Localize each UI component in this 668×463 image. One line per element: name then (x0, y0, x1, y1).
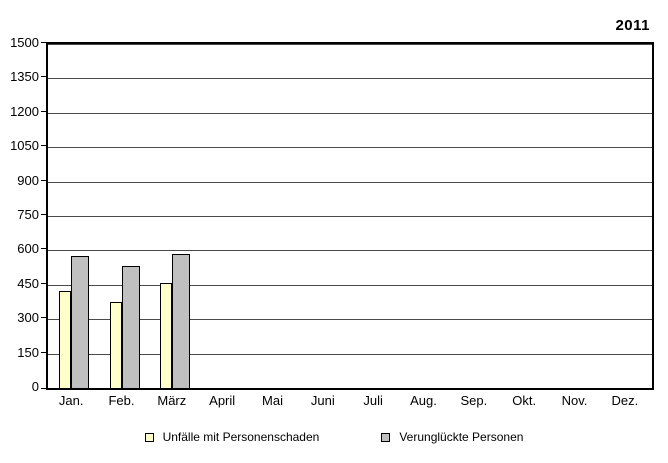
x-axis-label-aug: Aug. (410, 393, 437, 408)
gridline-750 (48, 216, 652, 217)
y-axis-tick (41, 317, 46, 319)
y-axis-tick (41, 145, 46, 147)
y-axis-label: 450 (17, 275, 39, 291)
y-axis-label: 1050 (10, 138, 39, 154)
x-axis-label-feb: Feb. (108, 393, 135, 408)
bar-verungl-ckte-personen-m-rz (171, 253, 190, 388)
y-axis-tick (41, 42, 46, 43)
x-axis-label-nov: Nov. (561, 393, 588, 408)
gridline-1200 (48, 112, 652, 114)
y-axis-tick (41, 351, 46, 353)
y-axis-label: 1500 (10, 35, 39, 50)
legend-item-verungl-ckte-personen: Verunglückte Personen (381, 430, 523, 444)
legend-item-unf-lle-mit-personenschaden: Unfälle mit Personenschaden (144, 430, 320, 444)
legend: Unfälle mit Personenschaden Verunglückte … (0, 430, 668, 444)
y-axis-tick (41, 110, 46, 112)
gridline-1500 (48, 44, 652, 45)
plot-area (46, 42, 654, 390)
bar-verungl-ckte-personen-feb (121, 266, 140, 388)
y-axis-label: 0 (31, 379, 39, 394)
legend-swatch-icon (381, 432, 391, 442)
y-axis-tick (41, 248, 46, 250)
y-axis-label: 300 (17, 310, 39, 326)
x-axis-label-jan: Jan. (58, 393, 84, 408)
y-axis-label: 750 (17, 207, 39, 222)
x-axis-label-april: April (209, 393, 236, 408)
y-axis-label: 1200 (10, 103, 39, 119)
legend-swatch-icon (144, 432, 154, 442)
gridline-300 (48, 319, 652, 321)
y-axis-tick (41, 282, 46, 284)
y-axis-label: 900 (17, 172, 39, 188)
gridline-1050 (48, 147, 652, 149)
legend-label: Unfälle mit Personenschaden (162, 430, 320, 444)
x-axis-label-okt: Okt. (512, 393, 537, 408)
y-axis-tick (41, 214, 46, 215)
gridline-1350 (48, 78, 652, 80)
gridline-450 (48, 284, 652, 286)
x-axis-label-m-rz: März (157, 393, 187, 408)
x-axis-label-juni: Juni (310, 393, 335, 408)
y-axis-tick (41, 76, 46, 78)
y-axis-tick (41, 388, 46, 389)
y-axis-label: 150 (17, 344, 39, 360)
x-axis-label-dez: Dez. (611, 393, 639, 408)
x-axis-label-sep: Sep. (460, 393, 488, 408)
bar-unf-lle-mit-personenschaden-feb (109, 302, 122, 388)
chart-title: 2011 (615, 17, 650, 34)
y-axis-label: 600 (17, 241, 39, 257)
gridline-900 (48, 181, 652, 183)
x-axis-label-juli: Juli (363, 393, 383, 408)
gridline-150 (48, 353, 652, 355)
y-axis-tick (41, 179, 46, 181)
bar-unf-lle-mit-personenschaden-jan (59, 290, 72, 388)
bar-verungl-ckte-personen-jan (71, 256, 90, 388)
y-axis-label: 1350 (10, 69, 39, 85)
bar-unf-lle-mit-personenschaden-m-rz (159, 282, 172, 388)
x-axis-label-mai: Mai (262, 393, 283, 408)
gridline-600 (48, 250, 652, 252)
legend-label: Verunglückte Personen (399, 430, 524, 444)
